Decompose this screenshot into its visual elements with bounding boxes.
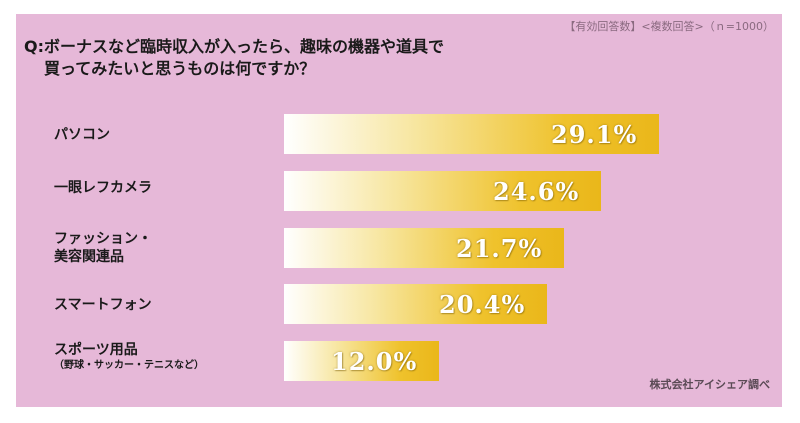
bar-value-label: 29.1% [551, 120, 638, 149]
category-label-line: ファッション・ [54, 231, 152, 247]
bar-value-label: 20.4% [439, 290, 526, 319]
bar [284, 284, 547, 324]
category-label: ファッション・ 美容関連品 [54, 230, 152, 266]
category-label-line: スマートフォン [54, 297, 152, 313]
category-sublabel: （野球・サッカー・テニスなど） [54, 360, 204, 371]
category-label-line: 一眼レフカメラ [54, 180, 152, 196]
source-credit: 株式会社アイシェア調べ [649, 378, 770, 391]
category-label: 一眼レフカメラ [54, 179, 152, 197]
question-line-1: Q:ボーナスなど臨時収入が入ったら、趣味の機器や道具で [24, 37, 445, 56]
category-label-line: 美容関連品 [54, 249, 124, 265]
response-count-note: 【有効回答数】<複数回答>（ｎ=1000） [564, 20, 774, 33]
category-label: スマートフォン [54, 296, 152, 314]
bar [284, 341, 439, 381]
category-label: パソコン [54, 126, 110, 144]
bar-value-label: 12.0% [331, 347, 418, 376]
bar [284, 171, 601, 211]
category-label-line: スポーツ用品 [54, 342, 138, 358]
category-label-line: パソコン [54, 127, 110, 143]
question-title: Q:ボーナスなど臨時収入が入ったら、趣味の機器や道具で 買ってみたいと思うものは… [24, 36, 444, 80]
bar-value-label: 24.6% [493, 177, 580, 206]
question-line-2: 買ってみたいと思うものは何ですか？ [44, 59, 316, 78]
bar-value-label: 21.7% [456, 234, 543, 263]
category-label: スポーツ用品 （野球・サッカー・テニスなど） [54, 341, 204, 372]
bar [284, 114, 659, 154]
chart-panel: 【有効回答数】<複数回答>（ｎ=1000） Q:ボーナスなど臨時収入が入ったら、… [16, 14, 782, 407]
bar [284, 228, 564, 268]
